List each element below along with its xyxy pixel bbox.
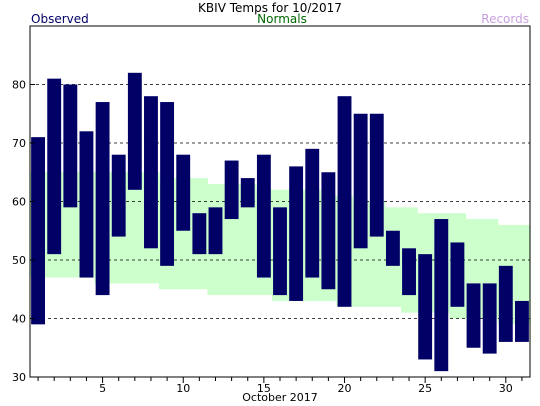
y-tick-label-50: 50	[12, 254, 26, 267]
observed-bar-day-9	[160, 102, 175, 266]
x-axis: 5 10 15 20 25 30	[37, 377, 523, 395]
observed-bar-day-28	[466, 283, 481, 348]
legend-records: Records	[481, 12, 529, 26]
observed-bar-day-5	[95, 102, 110, 296]
observed-bar-day-27	[450, 242, 465, 307]
observed-bar-day-14	[240, 178, 255, 208]
observed-bar-day-20	[337, 96, 352, 307]
observed-bar-day-29	[482, 283, 497, 354]
y-tick-label-80: 80	[12, 79, 26, 92]
y-axis: 30 40 50 60 70 80	[12, 79, 35, 384]
y-tick-label-70: 70	[12, 137, 26, 150]
observed-bar-day-10	[176, 154, 191, 231]
x-tick-label-15: 15	[257, 382, 271, 395]
observed-bar-day-30	[498, 265, 513, 342]
observed-bar-day-4	[79, 131, 94, 278]
observed-bar-day-13	[224, 160, 239, 220]
observed-bar-day-11	[192, 213, 207, 255]
observed-bar-day-26	[434, 219, 449, 372]
normals-band-day-7	[126, 172, 144, 284]
observed-bar-day-16	[273, 207, 287, 296]
legend-observed: Observed	[31, 12, 89, 26]
observed-bar-day-3	[63, 84, 78, 208]
observed-bar-day-2	[47, 78, 62, 255]
observed-bar-day-21	[353, 113, 368, 249]
observed-bar-day-24	[402, 248, 416, 296]
normals-band-day-14	[239, 183, 257, 296]
observed-bar-day-1	[31, 137, 45, 325]
chart-title: KBIV Temps for 10/2017	[198, 1, 342, 15]
observed-bar-day-8	[144, 96, 158, 249]
observed-bar-day-22	[369, 113, 384, 237]
legend-normals: Normals	[257, 12, 307, 26]
y-tick-label-60: 60	[12, 196, 26, 209]
observed-bar-day-6	[111, 154, 126, 237]
x-axis-label: October 2017	[242, 391, 318, 404]
observed-bar-day-7	[127, 72, 142, 190]
y-tick-label-30: 30	[12, 371, 26, 384]
x-tick-label-20: 20	[338, 382, 352, 395]
y-tick-label-40: 40	[12, 313, 26, 326]
observed-bar-day-23	[385, 230, 400, 266]
observed-bar-day-15	[256, 154, 271, 278]
x-tick-label-25: 25	[418, 382, 432, 395]
normals-band-day-31	[513, 224, 531, 325]
observed-bar-day-12	[208, 207, 223, 255]
observed-bar-day-18	[305, 148, 320, 278]
x-tick-label-10: 10	[176, 382, 190, 395]
observed-bars	[31, 72, 529, 372]
observed-bar-day-25	[418, 254, 433, 360]
observed-bar-day-19	[321, 172, 336, 290]
observed-bar-day-31	[515, 300, 529, 342]
x-tick-label-5: 5	[99, 382, 106, 395]
x-tick-label-30: 30	[499, 382, 513, 395]
observed-bar-day-17	[289, 166, 304, 301]
